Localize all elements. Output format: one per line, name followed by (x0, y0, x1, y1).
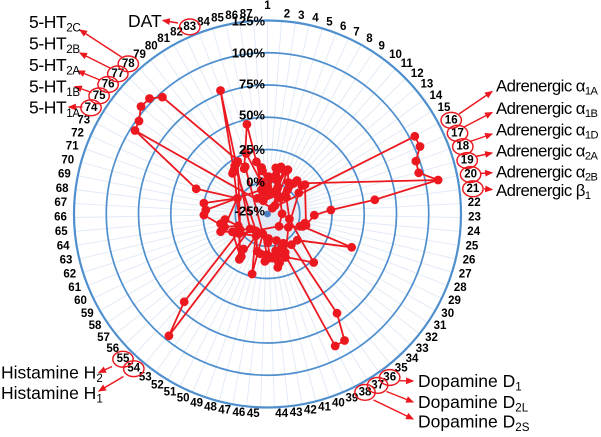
svg-text:40: 40 (332, 398, 345, 410)
svg-text:7: 7 (353, 27, 359, 39)
svg-text:65: 65 (55, 226, 68, 238)
svg-text:Adrenergic α1A: Adrenergic α1A (496, 77, 599, 98)
svg-text:Dopamine D1: Dopamine D1 (418, 371, 522, 393)
svg-text:55: 55 (117, 353, 130, 365)
svg-text:85: 85 (211, 13, 224, 25)
svg-text:72: 72 (71, 127, 84, 139)
svg-text:2: 2 (284, 9, 290, 21)
svg-text:48: 48 (204, 402, 217, 414)
svg-text:57: 57 (97, 332, 110, 344)
svg-text:8: 8 (366, 33, 373, 45)
svg-text:25%: 25% (239, 142, 265, 157)
svg-text:39: 39 (346, 392, 359, 404)
svg-text:16: 16 (445, 114, 458, 126)
svg-text:Histamine H1: Histamine H1 (1, 383, 103, 405)
svg-text:30: 30 (441, 308, 454, 320)
svg-text:42: 42 (304, 405, 317, 417)
svg-text:70: 70 (61, 155, 74, 167)
svg-text:23: 23 (468, 212, 481, 224)
svg-text:20: 20 (464, 169, 477, 181)
svg-text:80: 80 (145, 41, 158, 53)
svg-text:21: 21 (467, 183, 480, 195)
svg-text:Adrenergic α1B: Adrenergic α1B (496, 99, 598, 120)
svg-text:49: 49 (190, 398, 203, 410)
svg-text:4: 4 (312, 13, 319, 25)
svg-text:44: 44 (275, 408, 288, 420)
svg-text:36: 36 (383, 372, 396, 384)
svg-text:38: 38 (359, 386, 372, 398)
svg-text:25: 25 (466, 240, 479, 252)
svg-text:67: 67 (54, 197, 67, 209)
svg-text:50%: 50% (239, 107, 265, 122)
svg-text:27: 27 (459, 268, 472, 280)
svg-text:35: 35 (395, 363, 408, 375)
svg-text:81: 81 (157, 33, 170, 45)
svg-text:5: 5 (326, 16, 333, 28)
svg-text:14: 14 (430, 90, 443, 102)
svg-text:83: 83 (183, 21, 196, 33)
svg-text:45: 45 (247, 408, 260, 420)
svg-text:68: 68 (56, 183, 69, 195)
svg-text:62: 62 (63, 268, 76, 280)
svg-text:DAT: DAT (128, 11, 162, 31)
svg-text:59: 59 (81, 308, 94, 320)
svg-text:46: 46 (233, 407, 246, 419)
svg-text:100%: 100% (232, 45, 266, 60)
svg-text:29: 29 (448, 295, 461, 307)
svg-text:6: 6 (340, 21, 346, 33)
svg-text:-25%: -25% (235, 204, 266, 219)
svg-text:22: 22 (468, 197, 481, 209)
svg-text:86: 86 (225, 10, 238, 22)
svg-text:24: 24 (467, 226, 480, 238)
svg-text:31: 31 (434, 320, 447, 332)
svg-text:Adrenergic β1: Adrenergic β1 (496, 181, 591, 202)
svg-text:61: 61 (68, 282, 81, 294)
svg-text:37: 37 (371, 379, 384, 391)
svg-text:Adrenergic α1D: Adrenergic α1D (496, 121, 599, 142)
svg-text:34: 34 (406, 353, 419, 365)
svg-text:41: 41 (318, 402, 331, 414)
svg-text:53: 53 (139, 372, 152, 384)
svg-text:64: 64 (57, 240, 70, 252)
svg-text:19: 19 (461, 155, 474, 167)
svg-text:52: 52 (151, 379, 164, 391)
svg-text:0%: 0% (246, 175, 265, 190)
svg-text:Adrenergic α2A: Adrenergic α2A (496, 142, 599, 163)
svg-text:26: 26 (463, 255, 476, 267)
svg-text:9: 9 (378, 41, 384, 53)
svg-text:43: 43 (290, 407, 303, 419)
svg-text:1: 1 (264, 0, 271, 12)
svg-text:75%: 75% (239, 77, 265, 92)
svg-text:47: 47 (218, 405, 231, 417)
svg-text:13: 13 (421, 79, 434, 91)
svg-text:18: 18 (456, 141, 469, 153)
svg-text:69: 69 (58, 169, 71, 181)
svg-text:58: 58 (89, 320, 102, 332)
svg-text:Dopamine D2S: Dopamine D2S (418, 412, 530, 433)
svg-text:17: 17 (451, 127, 464, 139)
svg-text:71: 71 (66, 141, 79, 153)
svg-text:3: 3 (298, 10, 304, 22)
svg-text:66: 66 (54, 212, 67, 224)
svg-text:Histamine H2: Histamine H2 (1, 362, 103, 384)
svg-text:82: 82 (170, 27, 183, 39)
svg-text:28: 28 (454, 282, 467, 294)
svg-text:87: 87 (240, 9, 253, 21)
svg-text:84: 84 (197, 16, 210, 28)
svg-text:50: 50 (177, 392, 190, 404)
svg-text:51: 51 (164, 386, 177, 398)
svg-text:63: 63 (60, 255, 73, 267)
svg-text:60: 60 (74, 295, 87, 307)
